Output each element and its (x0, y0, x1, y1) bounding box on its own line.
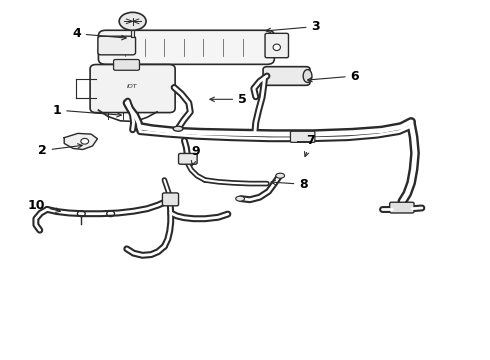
Ellipse shape (81, 138, 89, 144)
Ellipse shape (119, 12, 146, 30)
FancyBboxPatch shape (162, 193, 178, 206)
Text: IOT: IOT (127, 84, 138, 89)
Text: 4: 4 (72, 27, 126, 40)
FancyBboxPatch shape (98, 36, 136, 55)
FancyBboxPatch shape (98, 30, 274, 64)
Text: 5: 5 (210, 93, 247, 106)
FancyBboxPatch shape (291, 131, 315, 142)
Ellipse shape (276, 173, 285, 178)
Ellipse shape (236, 196, 245, 201)
FancyBboxPatch shape (390, 202, 414, 213)
Text: 1: 1 (52, 104, 122, 117)
FancyBboxPatch shape (178, 153, 197, 164)
FancyBboxPatch shape (265, 33, 289, 58)
Ellipse shape (273, 44, 280, 50)
Text: 8: 8 (271, 178, 308, 191)
Polygon shape (64, 134, 98, 149)
Text: 2: 2 (38, 144, 82, 157)
Ellipse shape (173, 126, 183, 131)
Text: 3: 3 (266, 20, 320, 33)
Text: 6: 6 (308, 69, 359, 82)
FancyBboxPatch shape (114, 59, 140, 70)
Ellipse shape (303, 69, 312, 82)
FancyBboxPatch shape (90, 64, 175, 113)
FancyBboxPatch shape (263, 67, 310, 85)
Text: 10: 10 (27, 199, 60, 212)
Text: 9: 9 (191, 145, 200, 165)
Text: 7: 7 (304, 134, 316, 157)
